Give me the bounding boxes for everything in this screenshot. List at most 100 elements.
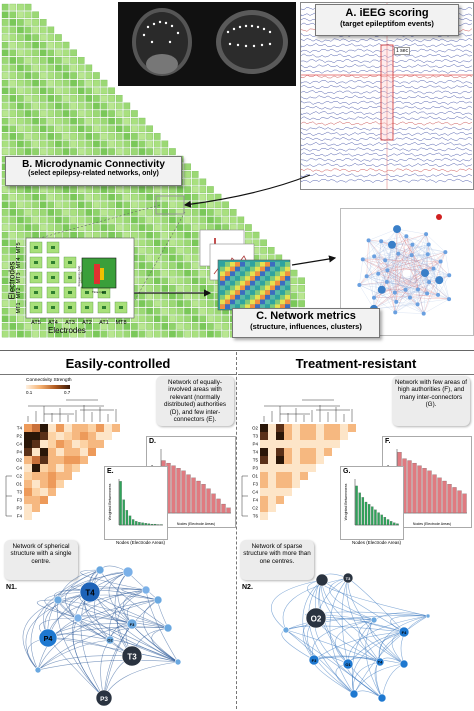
matrix-cell (32, 87, 39, 95)
heatmap-cell (32, 448, 40, 456)
matrix-cell (9, 95, 17, 102)
heatmap-cell (268, 480, 276, 488)
matrix-cell (55, 330, 62, 338)
heatmap-cell (284, 472, 292, 480)
matrix-cell (47, 117, 55, 125)
note-n1: Network of spherical structure with a si… (4, 540, 78, 580)
matrix-cell (138, 247, 146, 254)
heatmap-cell (292, 472, 300, 480)
network-node (424, 232, 429, 237)
matrix-cell (77, 79, 85, 87)
heatmap-cell (292, 432, 300, 440)
matrix-cell (199, 178, 207, 186)
column-divider (236, 352, 237, 709)
bar (216, 498, 221, 514)
heatmap-cell (88, 440, 96, 448)
matrix-cell (17, 300, 24, 307)
matrix-cell (131, 231, 138, 239)
bar (186, 474, 191, 514)
row-label: P4 (16, 450, 22, 455)
matrix-cell (153, 239, 161, 247)
matrix-cell (47, 133, 55, 140)
matrix-cell (70, 209, 77, 216)
matrix-cell (146, 148, 153, 155)
heatmap-cell (72, 448, 80, 456)
matrix-cell (161, 216, 169, 224)
heatmap-cell (260, 432, 268, 440)
matrix-cell (153, 262, 161, 269)
matrix-cell (55, 49, 62, 57)
matrix-cell (115, 148, 123, 155)
matrix-cell (207, 315, 214, 323)
matrix-cell (9, 140, 17, 148)
matrix-cell (85, 117, 93, 125)
matrix-cell (9, 57, 17, 64)
matrix-cell (47, 140, 55, 148)
matrix-cell (100, 117, 108, 125)
matrix-cell (9, 315, 17, 323)
heatmap-cell (308, 432, 316, 440)
matrix-cell (24, 330, 32, 338)
matrix-cell (1, 3, 9, 11)
matrix-cell (153, 193, 161, 201)
matrix-cell (47, 110, 55, 117)
matrix-cell (9, 292, 17, 300)
matrix-cell (1, 26, 9, 34)
matrix-cell (55, 216, 62, 224)
heatmap-cell (260, 480, 268, 488)
bar (358, 492, 361, 526)
matrix-cell (39, 117, 47, 125)
matrix-cell (146, 209, 153, 216)
network-node (376, 271, 381, 276)
matrix-cell (70, 125, 77, 133)
eeg-trace (300, 116, 473, 121)
heatmap-cell (260, 464, 268, 472)
matrix-cell (123, 330, 131, 338)
matrix-cell (77, 110, 85, 117)
network-node (364, 274, 369, 279)
matrix-cell (55, 140, 62, 148)
matrix-cell (191, 247, 199, 254)
bar (442, 480, 447, 514)
heatmap-cell (32, 480, 40, 488)
heatmap-cell (24, 424, 32, 432)
matrix-cell (77, 140, 85, 148)
matrix-cell (146, 307, 153, 315)
matrix-cell (47, 216, 55, 224)
heatmap-cell (48, 472, 56, 480)
matrix-cell (70, 323, 77, 330)
row-label: F3 (17, 498, 23, 503)
graph-node (377, 693, 387, 703)
matrix-cell (47, 79, 55, 87)
section-divider (0, 350, 474, 351)
matrix-cell (24, 11, 32, 19)
graph-node (163, 623, 173, 633)
matrix-cell (39, 201, 47, 209)
matrix-cell (161, 140, 169, 148)
graph-node (38, 628, 58, 648)
matrix-cell (191, 254, 199, 262)
x-tick: AT4 (48, 320, 58, 326)
matrix-cell (70, 95, 77, 102)
heatmap-cell (56, 464, 64, 472)
matrix-cell (93, 224, 100, 231)
node-label: O2 (311, 615, 322, 624)
heatmap-cell (308, 456, 316, 464)
network-node (366, 238, 371, 243)
matrix-cell (55, 193, 62, 201)
graph-node (73, 613, 83, 623)
matrix-cell (55, 323, 62, 330)
matrix-cell (85, 72, 93, 79)
matrix-cell (93, 216, 100, 224)
matrix-cell (146, 262, 153, 269)
matrix-cell (17, 140, 24, 148)
matrix-cell (24, 34, 32, 41)
matrix-cell (184, 216, 191, 224)
matrix-cell (70, 193, 77, 201)
matrix-cell (214, 201, 222, 209)
matrix-cell (70, 133, 77, 140)
matrix-cell (47, 186, 55, 193)
matrix-cell (85, 148, 93, 155)
matrix-cell (24, 140, 32, 148)
bar (427, 470, 432, 514)
